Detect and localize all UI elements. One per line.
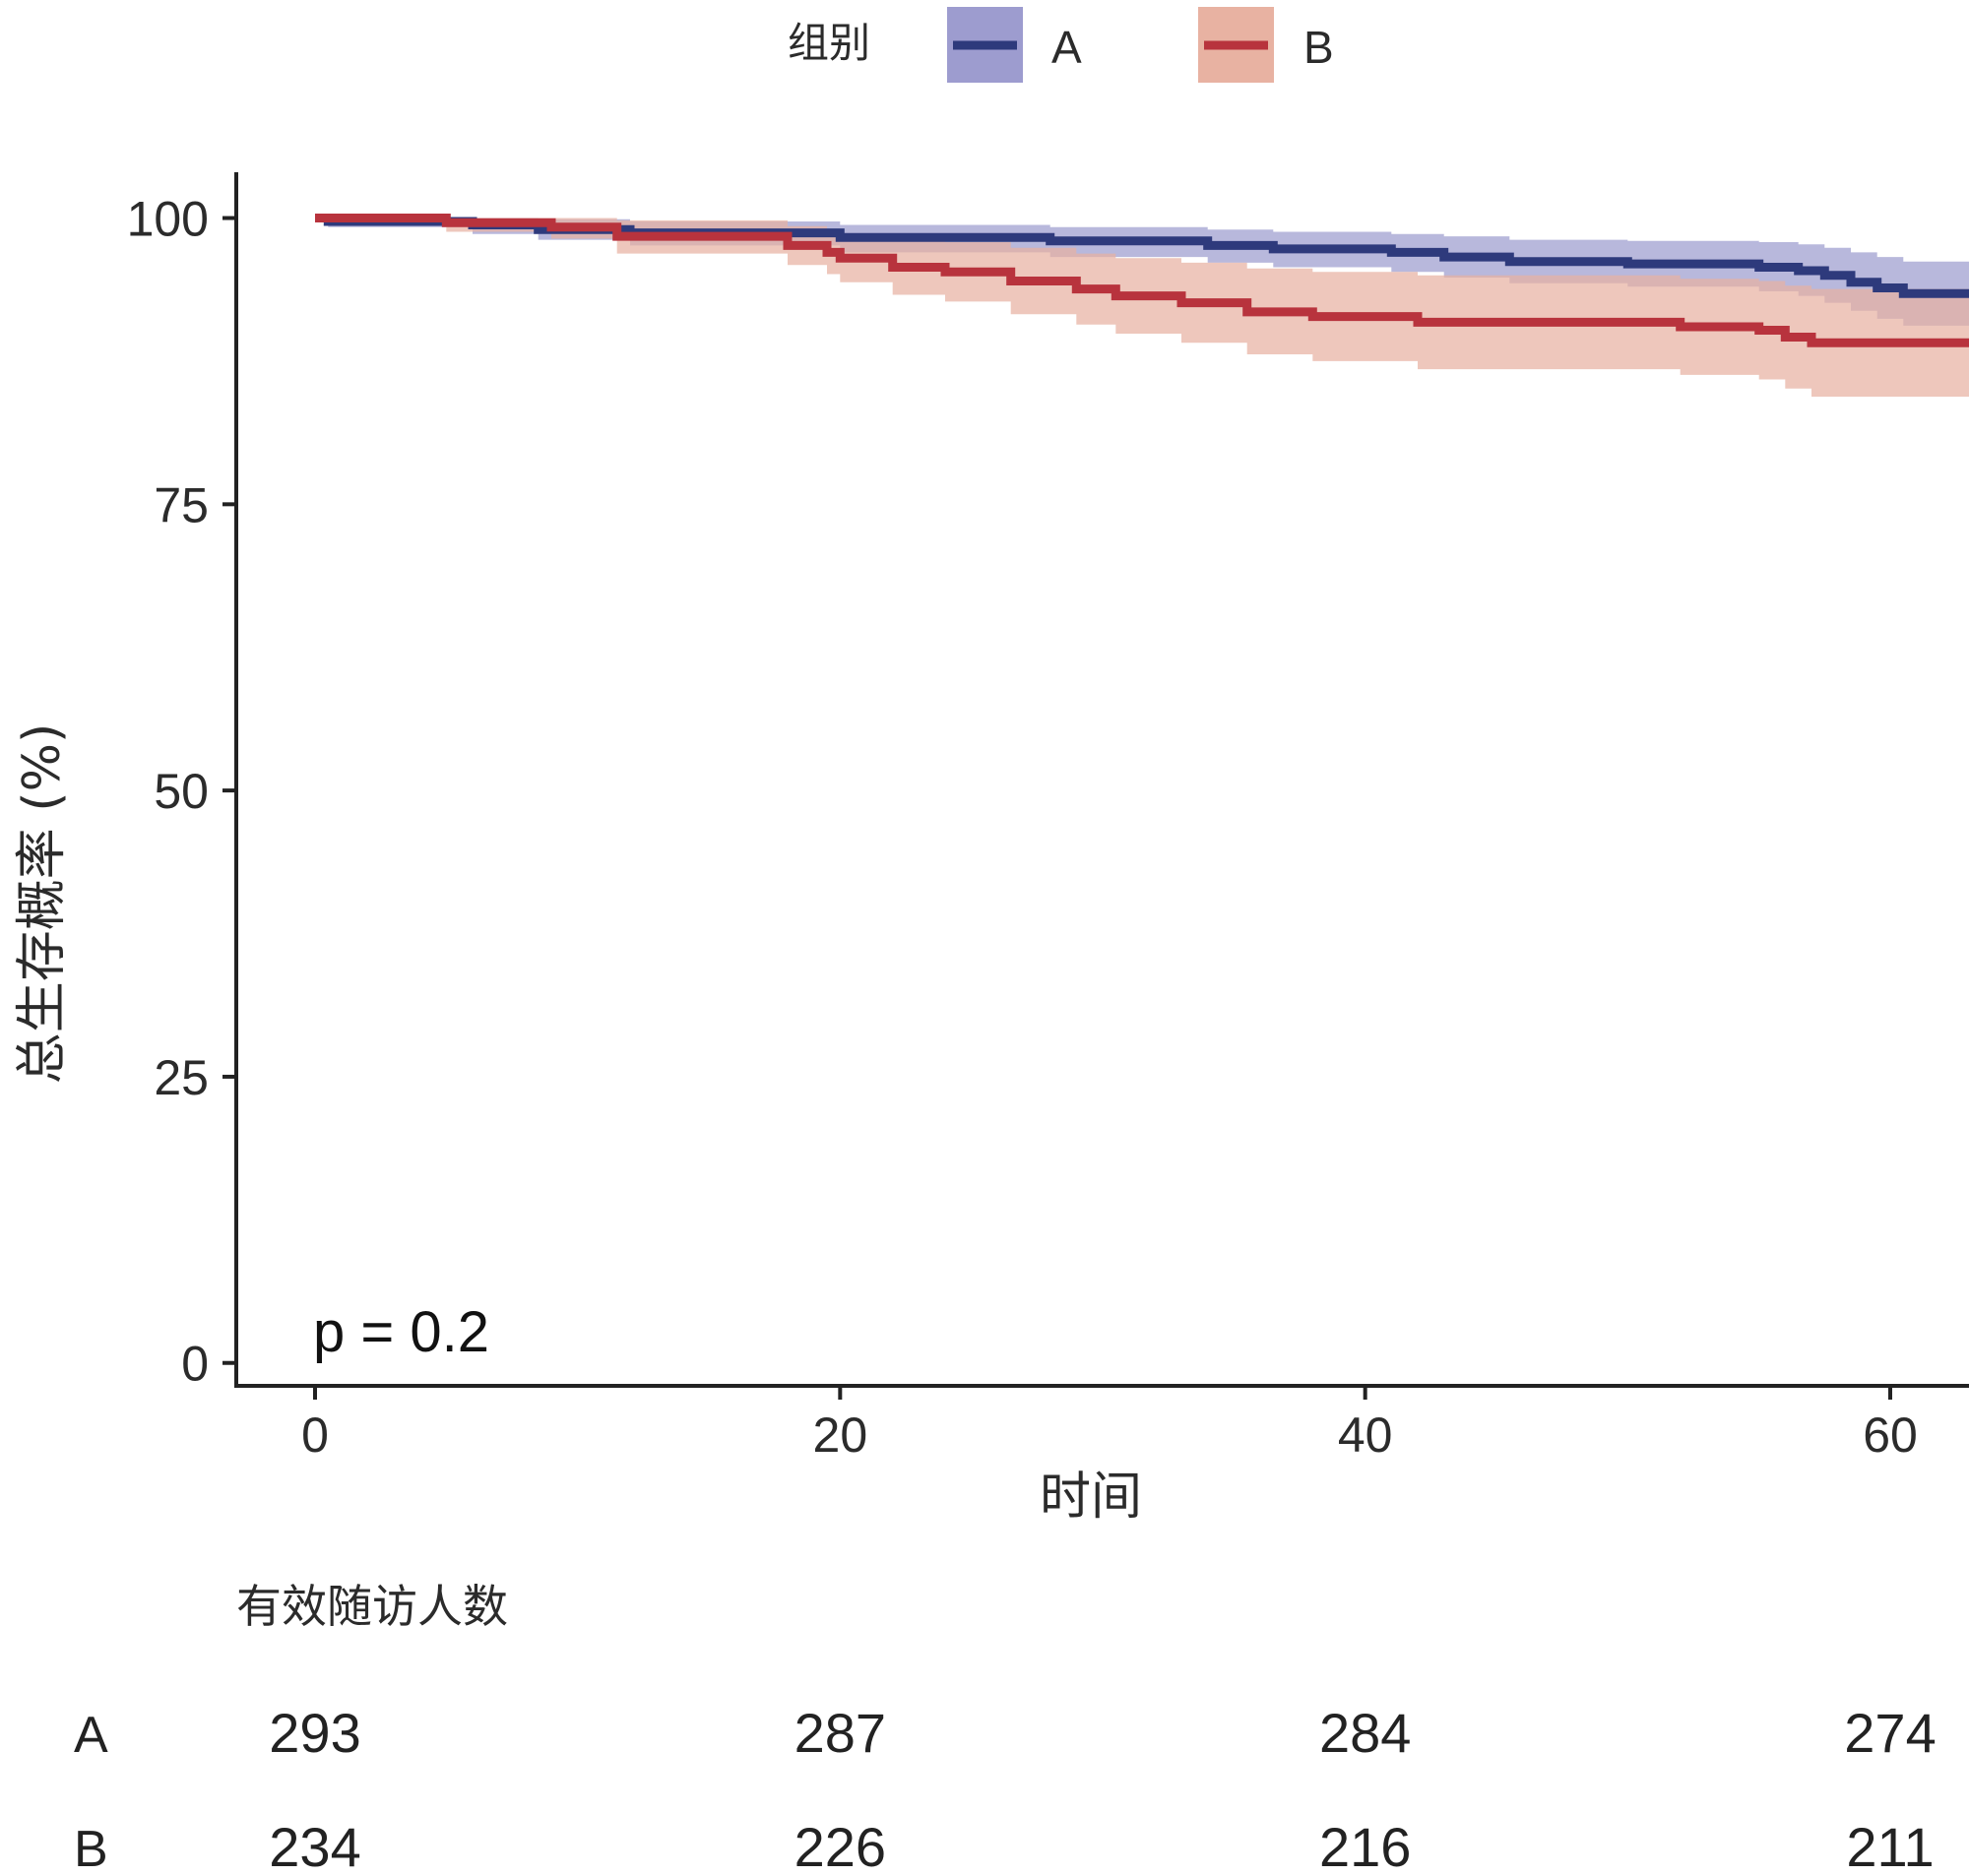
legend-b-label: B (1303, 22, 1334, 73)
y-tick-label-75: 75 (154, 477, 209, 532)
risk-count-A-60: 274 (1844, 1702, 1936, 1764)
risk-table-title: 有效随访人数 (236, 1580, 508, 1633)
y-tick-label-50: 50 (154, 764, 209, 819)
risk-count-B-40: 216 (1319, 1816, 1411, 1876)
survival-curves (315, 214, 1969, 347)
risk-table: 有效随访人数 A 293 287 284 274 B 234 226 216 211 (74, 1580, 1937, 1876)
risk-count-B-60: 211 (1846, 1816, 1934, 1876)
x-tick-label-60: 60 (1863, 1407, 1918, 1463)
legend-title: 组别 (788, 19, 870, 67)
y-tick-label-0: 0 (181, 1337, 209, 1392)
risk-count-A-20: 287 (794, 1702, 886, 1764)
risk-group-A: A (74, 1707, 108, 1764)
x-tick-label-20: 20 (813, 1407, 868, 1463)
y-ticks: 0 25 50 75 100 (127, 192, 236, 1392)
x-tick-label-0: 0 (301, 1407, 329, 1463)
curve-B (315, 214, 1969, 347)
risk-count-B-0: 234 (269, 1816, 360, 1876)
y-tick-label-25: 25 (154, 1050, 209, 1105)
risk-count-B-20: 226 (794, 1816, 886, 1876)
risk-group-B: B (74, 1821, 108, 1876)
risk-count-A-0: 293 (269, 1702, 360, 1764)
y-tick-label-100: 100 (127, 192, 209, 247)
y-axis-title: 总生存概率 (%) (13, 723, 72, 1085)
risk-count-A-40: 284 (1319, 1702, 1411, 1764)
x-ticks: 0 20 40 60 (301, 1386, 1918, 1463)
x-axis-title: 时间 (1040, 1468, 1142, 1527)
legend-a-label: A (1051, 22, 1082, 73)
p-value: p = 0.2 (313, 1300, 489, 1364)
confidence-bands (315, 218, 1969, 397)
x-tick-label-40: 40 (1338, 1407, 1393, 1463)
legend: 组别 A B (788, 7, 1334, 83)
band-B (315, 218, 1969, 397)
